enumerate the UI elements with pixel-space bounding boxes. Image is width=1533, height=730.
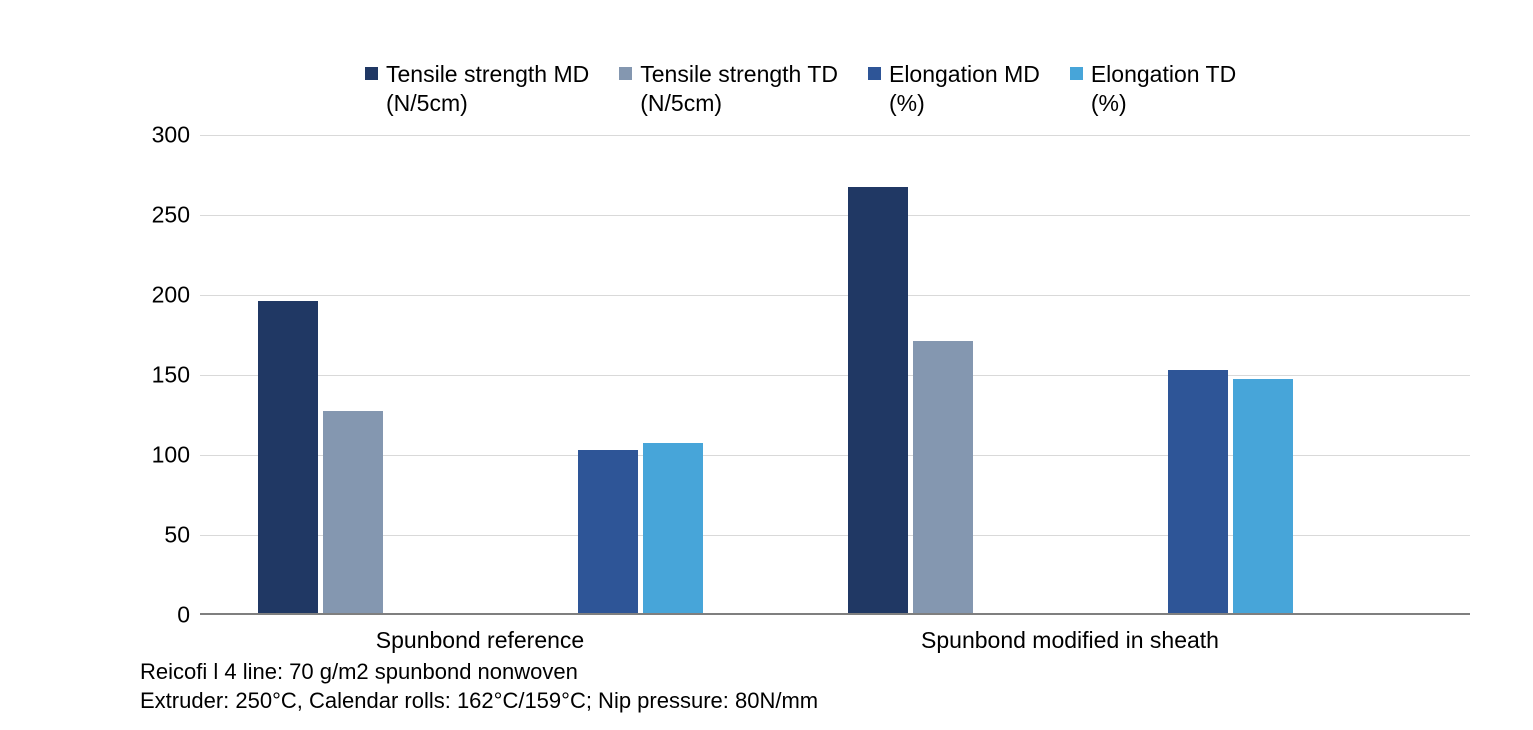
x-category-label: Spunbond modified in sheath xyxy=(921,627,1219,654)
bar xyxy=(1168,370,1228,613)
bar xyxy=(913,341,973,613)
legend-label: Elongation MD (%) xyxy=(889,60,1040,118)
legend-item: Elongation TD (%) xyxy=(1070,60,1236,130)
grid-line xyxy=(200,295,1470,296)
footnote-line-2: Extruder: 250°C, Calendar rolls: 162°C/1… xyxy=(140,687,818,716)
y-tick-label: 0 xyxy=(130,602,190,629)
legend-item: Tensile strength MD (N/5cm) xyxy=(365,60,589,130)
x-category-label: Spunbond reference xyxy=(376,627,584,654)
bar xyxy=(323,411,383,613)
y-tick-label: 250 xyxy=(130,202,190,229)
grid-line xyxy=(200,375,1470,376)
bar xyxy=(1233,379,1293,613)
legend-label: Tensile strength MD (N/5cm) xyxy=(386,60,589,118)
bar xyxy=(578,450,638,613)
legend-item: Tensile strength TD (N/5cm) xyxy=(619,60,838,130)
footnote-line-1: Reicofi l 4 line: 70 g/m2 spunbond nonwo… xyxy=(140,658,818,687)
grid-line xyxy=(200,135,1470,136)
legend-swatch xyxy=(365,67,378,80)
bar xyxy=(848,187,908,613)
legend-swatch xyxy=(868,67,881,80)
y-tick-label: 200 xyxy=(130,282,190,309)
y-tick-label: 50 xyxy=(130,522,190,549)
legend-label: Tensile strength TD (N/5cm) xyxy=(640,60,838,118)
y-tick-label: 150 xyxy=(130,362,190,389)
legend-label: Elongation TD (%) xyxy=(1091,60,1236,118)
legend-item: Elongation MD (%) xyxy=(868,60,1040,130)
bar xyxy=(643,443,703,613)
grid-line xyxy=(200,215,1470,216)
legend-swatch xyxy=(619,67,632,80)
chart-container: Tensile strength MD (N/5cm) Tensile stren… xyxy=(140,60,1480,670)
y-tick-label: 100 xyxy=(130,442,190,469)
footnote: Reicofi l 4 line: 70 g/m2 spunbond nonwo… xyxy=(140,658,818,715)
plot-area: 050100150200250300Spunbond referenceSpun… xyxy=(200,135,1470,615)
y-tick-label: 300 xyxy=(130,122,190,149)
bar xyxy=(258,301,318,613)
legend: Tensile strength MD (N/5cm) Tensile stren… xyxy=(365,60,1465,130)
legend-swatch xyxy=(1070,67,1083,80)
